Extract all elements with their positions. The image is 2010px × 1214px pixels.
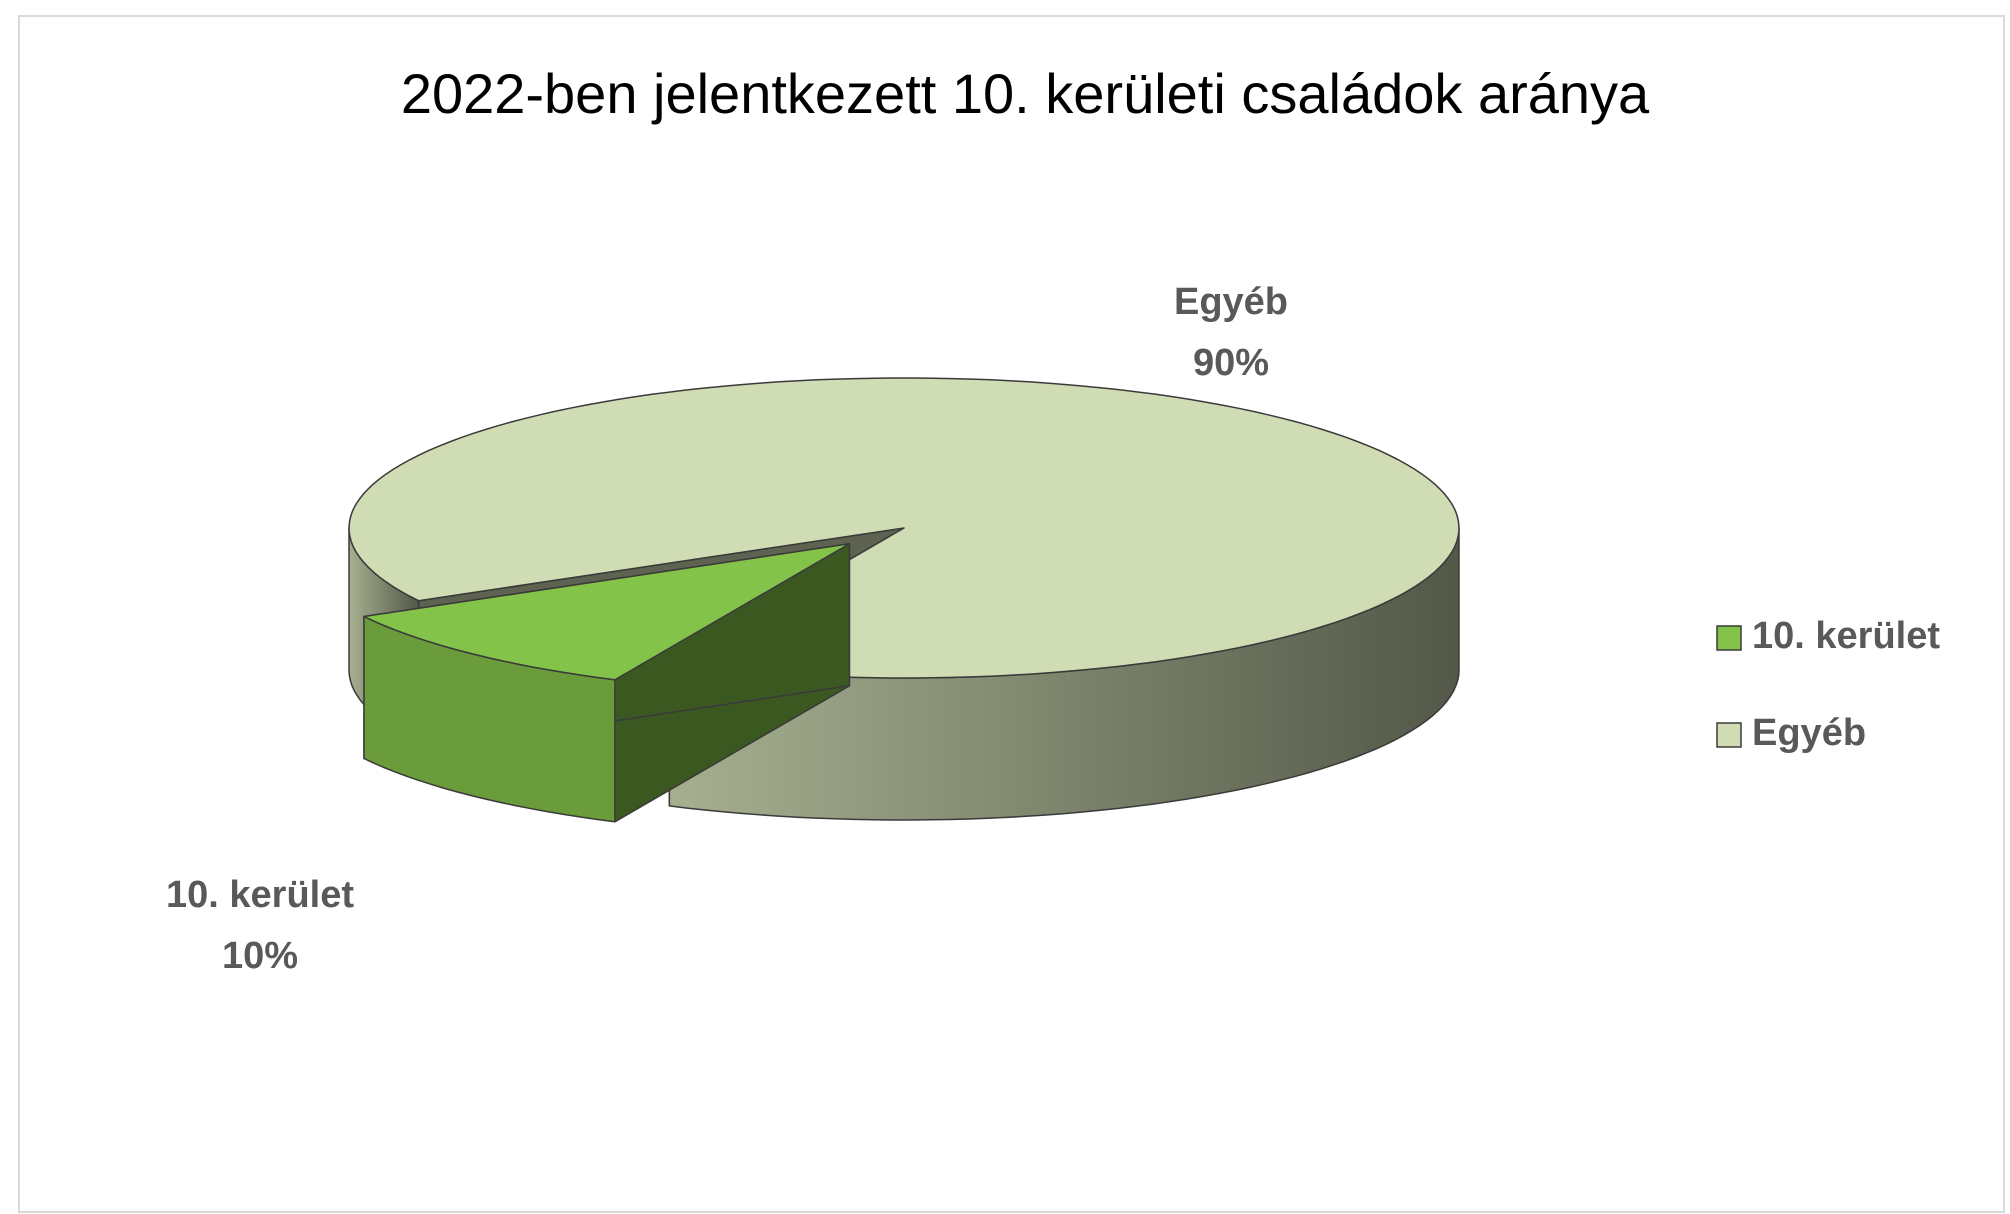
- data-label-value: 10%: [222, 935, 298, 977]
- legend-label: 10. kerület: [1752, 615, 1940, 657]
- data-labels: 10. kerület 10% Egyéb 90%: [166, 281, 1288, 977]
- data-label-name: Egyéb: [1174, 281, 1288, 323]
- legend-swatch: [1716, 625, 1742, 651]
- data-label-value: 90%: [1193, 342, 1269, 384]
- chart-title: 2022-ben jelentkezett 10. kerületi csalá…: [401, 62, 1650, 125]
- slice-top: [363, 543, 851, 681]
- legend-label: Egyéb: [1752, 712, 1866, 754]
- legend-swatch: [1716, 722, 1742, 748]
- pie: [348, 377, 1460, 823]
- legend: 10. kerület Egyéb: [1716, 615, 1940, 754]
- data-label-name: 10. kerület: [166, 874, 354, 916]
- slice-top: [348, 377, 1460, 679]
